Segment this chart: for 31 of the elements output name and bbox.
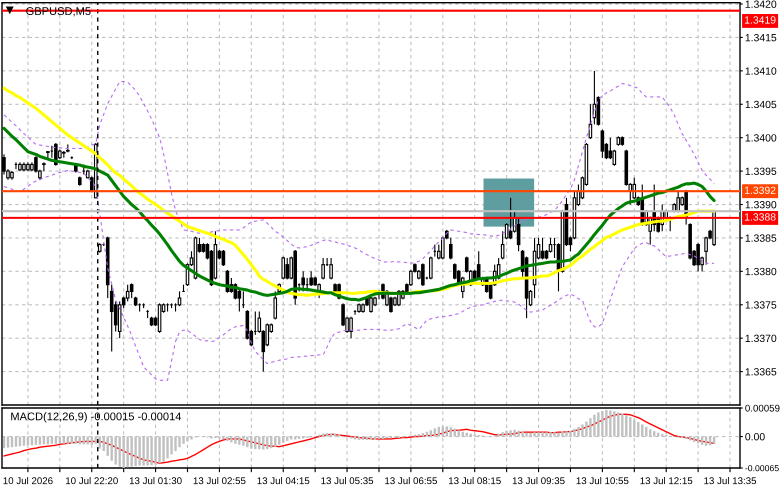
x-tick-label: 13 Jul 08:15 (448, 477, 501, 484)
y-tick-label: 1.3390 (746, 201, 776, 208)
x-tick-label: 13 Jul 01:30 (130, 477, 182, 484)
y-tick-label: -0.00065 (745, 465, 779, 472)
y-tick-label: 1.3365 (746, 368, 776, 376)
y-tick-label: 1.3380 (746, 268, 776, 276)
x-tick-label: 13 Jul 10:55 (576, 477, 628, 484)
x-tick-label: 13 Jul 06:55 (385, 477, 437, 484)
x-tick-label: 13 Jul 13:35 (704, 477, 756, 484)
chart-title: MACD(12,26,9) -0.00015 -0.00014 (11, 412, 182, 423)
y-tick-label: 1.3375 (746, 301, 776, 309)
y-tick-label: 1.3400 (746, 134, 776, 142)
x-tick-label: 13 Jul 05:35 (321, 477, 374, 484)
y-tick-label: 1.3415 (746, 34, 776, 42)
x-tick-label: 10 Jul 22:20 (66, 477, 118, 484)
x-tick-label: 13 Jul 12:15 (640, 477, 692, 484)
x-tick-label: 13 Jul 04:15 (257, 477, 310, 484)
ref-line-label: 1.3392 (744, 186, 776, 194)
y-tick-label: 1.3420 (746, 0, 776, 8)
ref-line-label: 1.3388 (744, 213, 776, 221)
x-tick-label: 10 Jul 2026 (4, 477, 53, 484)
y-tick-label: 1.3410 (746, 67, 776, 75)
y-tick-label: 1.3385 (746, 234, 776, 242)
ref-line-label: 1.3419 (744, 16, 776, 24)
y-tick-label: 1.3405 (746, 100, 776, 108)
y-tick-label: 0.00 (745, 433, 765, 440)
x-tick-label: 13 Jul 09:35 (512, 477, 565, 484)
y-tick-label: 1.3395 (746, 168, 776, 175)
y-tick-label: 0.00059 (745, 404, 780, 412)
x-tick-label: 13 Jul 02:55 (194, 477, 246, 484)
y-tick-label: 1.3370 (746, 334, 776, 342)
